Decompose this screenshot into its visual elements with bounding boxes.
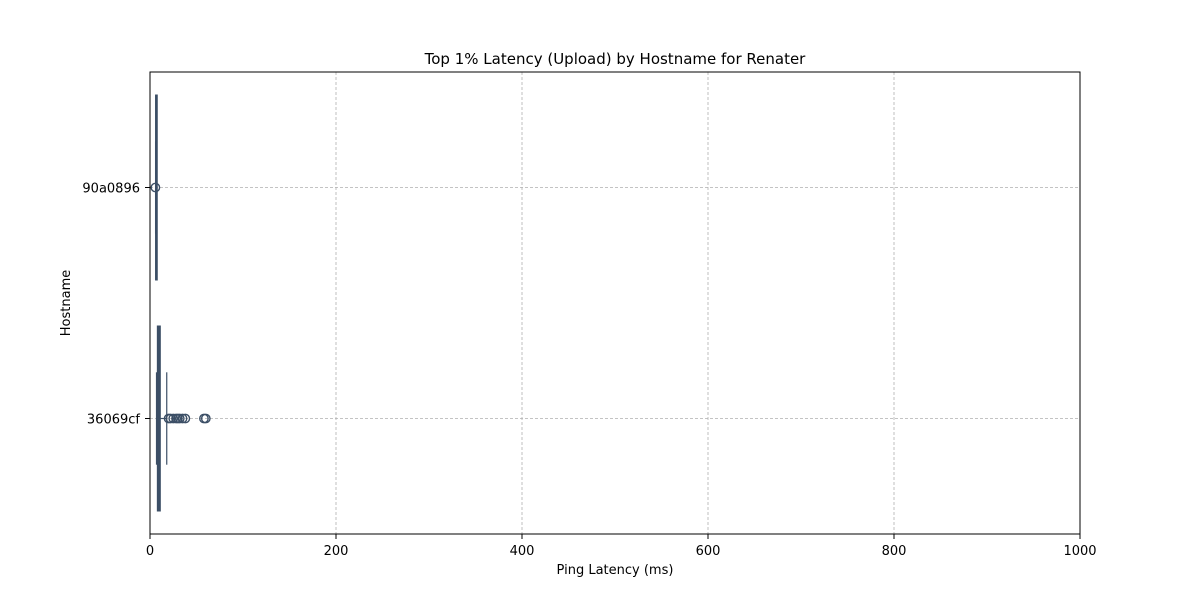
outlier-90a0896-0	[150, 182, 161, 193]
x-tick-label-5: 1000	[1063, 544, 1096, 559]
chart-title: Top 1% Latency (Upload) by Hostname for …	[424, 50, 807, 68]
y-axis-label: Hostname	[59, 270, 74, 336]
outlier-36069cf-5	[174, 413, 185, 424]
x-tick-label-4: 800	[882, 544, 907, 559]
x-tick-label-1: 200	[324, 544, 349, 559]
y-tick-label-0: 90a0896	[82, 182, 140, 197]
outlier-36069cf-1	[165, 413, 176, 424]
y-tick-label-1: 36069cf	[87, 413, 141, 428]
outlier-36069cf-7	[180, 413, 191, 424]
outlier-36069cf-9	[200, 413, 211, 424]
plot-frame	[149, 71, 1081, 535]
box-90a0896	[150, 94, 161, 281]
box-36069cf	[155, 325, 211, 512]
x-tick-label-2: 400	[510, 544, 535, 559]
outlier-36069cf-6	[177, 413, 188, 424]
y-axis-ticks: 90a0896 36069cf	[82, 182, 150, 428]
x-tick-label-0: 0	[146, 544, 154, 559]
outlier-36069cf-2	[168, 413, 179, 424]
grid-lines	[150, 72, 1080, 534]
x-tick-label-3: 600	[696, 544, 721, 559]
x-axis-label: Ping Latency (ms)	[557, 563, 674, 578]
x-axis-ticks: 0 200 400 600 800 1000	[146, 534, 1097, 559]
boxes	[150, 94, 211, 512]
